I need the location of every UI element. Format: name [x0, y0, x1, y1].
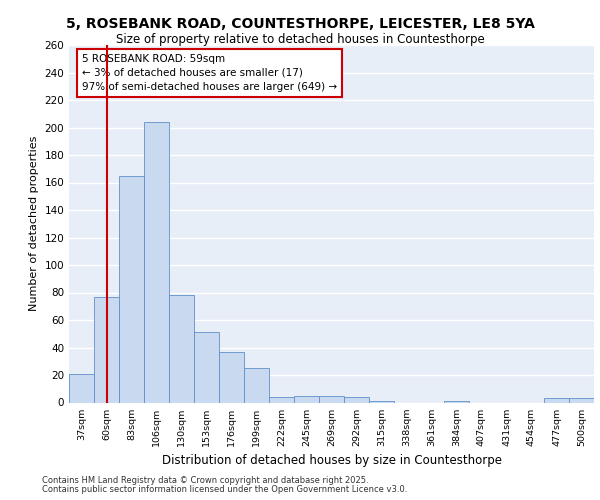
- Bar: [219, 352, 244, 403]
- Bar: [269, 397, 294, 402]
- Bar: [94, 296, 119, 403]
- Bar: [119, 176, 144, 402]
- Text: 5 ROSEBANK ROAD: 59sqm
← 3% of detached houses are smaller (17)
97% of semi-deta: 5 ROSEBANK ROAD: 59sqm ← 3% of detached …: [82, 54, 337, 92]
- Text: Contains public sector information licensed under the Open Government Licence v3: Contains public sector information licen…: [42, 485, 407, 494]
- X-axis label: Distribution of detached houses by size in Countesthorpe: Distribution of detached houses by size …: [161, 454, 502, 467]
- Bar: [319, 396, 344, 402]
- Text: 5, ROSEBANK ROAD, COUNTESTHORPE, LEICESTER, LE8 5YA: 5, ROSEBANK ROAD, COUNTESTHORPE, LEICEST…: [65, 18, 535, 32]
- Bar: [169, 295, 194, 403]
- Bar: [244, 368, 269, 402]
- Bar: [369, 401, 394, 402]
- Bar: [294, 396, 319, 402]
- Text: Size of property relative to detached houses in Countesthorpe: Size of property relative to detached ho…: [116, 32, 484, 46]
- Bar: [544, 398, 569, 402]
- Bar: [444, 401, 469, 402]
- Bar: [144, 122, 169, 402]
- Bar: [194, 332, 219, 402]
- Bar: [569, 398, 594, 402]
- Y-axis label: Number of detached properties: Number of detached properties: [29, 136, 39, 312]
- Bar: [69, 374, 94, 402]
- Bar: [344, 397, 369, 402]
- Text: Contains HM Land Registry data © Crown copyright and database right 2025.: Contains HM Land Registry data © Crown c…: [42, 476, 368, 485]
